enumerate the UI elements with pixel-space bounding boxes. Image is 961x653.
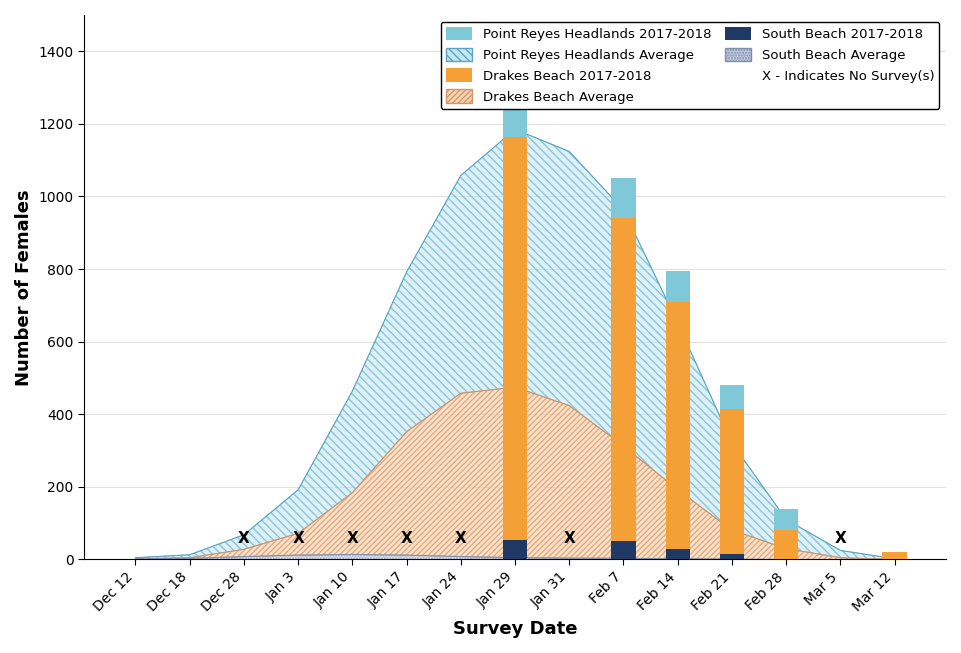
- Bar: [774, 509, 799, 530]
- Text: X: X: [347, 531, 358, 546]
- Bar: [774, 530, 799, 560]
- Bar: [720, 409, 744, 554]
- Bar: [666, 549, 690, 560]
- Bar: [503, 539, 528, 560]
- Text: X: X: [401, 531, 412, 546]
- Bar: [611, 178, 635, 218]
- Text: X: X: [292, 531, 304, 546]
- Text: X: X: [455, 531, 467, 546]
- Text: X: X: [834, 531, 847, 546]
- Text: X: X: [563, 531, 575, 546]
- Bar: [503, 93, 528, 136]
- Bar: [503, 136, 528, 539]
- Bar: [882, 552, 907, 560]
- X-axis label: Survey Date: Survey Date: [453, 620, 578, 638]
- Bar: [611, 541, 635, 560]
- Bar: [720, 554, 744, 560]
- Bar: [666, 271, 690, 302]
- Legend: Point Reyes Headlands 2017-2018, Point Reyes Headlands Average, Drakes Beach 201: Point Reyes Headlands 2017-2018, Point R…: [441, 22, 940, 109]
- Bar: [611, 218, 635, 541]
- Y-axis label: Number of Females: Number of Females: [15, 189, 33, 385]
- Bar: [666, 302, 690, 549]
- Text: X: X: [238, 531, 250, 546]
- Bar: [720, 385, 744, 409]
